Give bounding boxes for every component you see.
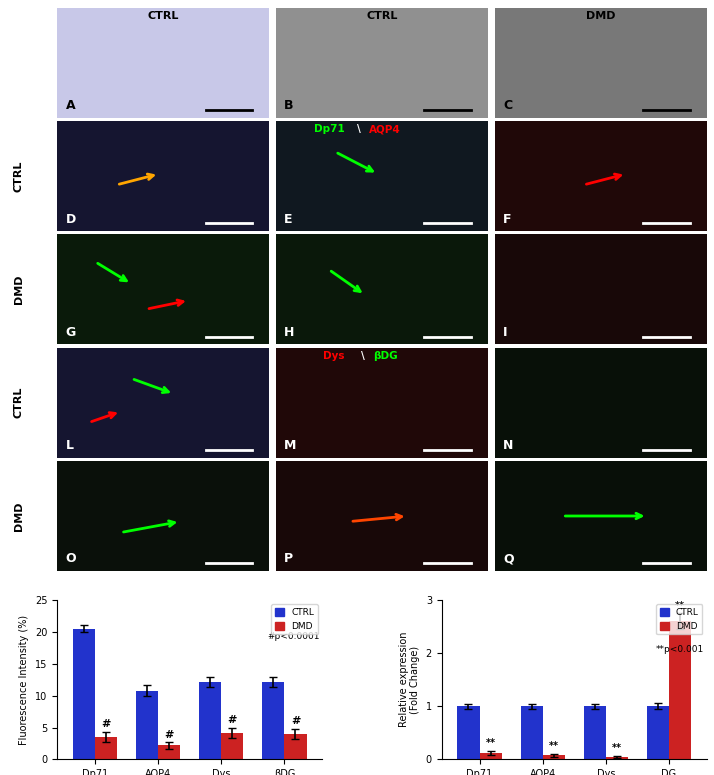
Bar <box>584 706 606 759</box>
Text: Q: Q <box>503 553 513 566</box>
Text: #p<0.0001: #p<0.0001 <box>267 632 320 641</box>
Text: #: # <box>228 715 237 725</box>
Text: Dys: Dys <box>323 351 344 361</box>
Text: \: \ <box>361 351 365 361</box>
Text: **: ** <box>486 739 496 749</box>
Text: DMD: DMD <box>14 501 24 531</box>
Text: **: ** <box>675 601 685 611</box>
Bar <box>95 737 117 760</box>
Bar <box>262 682 284 760</box>
Text: **p<0.001: **p<0.001 <box>656 645 704 653</box>
Text: I: I <box>503 326 508 339</box>
Text: AQP4: AQP4 <box>369 124 401 134</box>
Bar <box>647 706 669 759</box>
Bar <box>221 732 243 760</box>
Y-axis label: Fluorescence Intensity (%): Fluorescence Intensity (%) <box>19 615 29 745</box>
Text: D: D <box>66 212 76 226</box>
Text: CTRL: CTRL <box>14 387 24 419</box>
Text: #: # <box>164 730 174 739</box>
Text: H: H <box>284 326 295 339</box>
Legend: CTRL, DMD: CTRL, DMD <box>271 604 318 635</box>
Text: E: E <box>284 212 293 226</box>
Text: #: # <box>101 719 111 729</box>
Bar <box>480 753 502 760</box>
Text: DMD: DMD <box>586 11 615 21</box>
Text: **: ** <box>549 741 559 751</box>
Text: M: M <box>284 439 297 452</box>
Y-axis label: Relative expression
(Fold Change): Relative expression (Fold Change) <box>398 632 420 728</box>
Text: B: B <box>284 99 294 112</box>
Bar <box>458 706 480 759</box>
Bar <box>669 622 691 760</box>
Text: βDG: βDG <box>373 351 398 361</box>
Text: **: ** <box>612 743 622 753</box>
Bar <box>73 629 95 760</box>
Text: #: # <box>291 716 300 726</box>
Bar <box>543 756 565 760</box>
Text: DMD: DMD <box>14 274 24 304</box>
Text: Dp71\AQP4: Dp71\AQP4 <box>0 774 1 775</box>
Bar <box>136 691 158 760</box>
Bar <box>521 706 543 759</box>
Text: C: C <box>503 99 512 112</box>
Text: CTRL: CTRL <box>148 11 179 21</box>
Text: A: A <box>66 99 75 112</box>
Text: O: O <box>66 553 76 566</box>
Text: L: L <box>66 439 74 452</box>
Bar <box>199 682 221 760</box>
Text: \: \ <box>356 124 361 134</box>
Bar <box>158 746 180 760</box>
Legend: CTRL, DMD: CTRL, DMD <box>656 604 703 635</box>
Text: CTRL: CTRL <box>14 160 24 191</box>
Text: G: G <box>66 326 76 339</box>
Text: P: P <box>284 553 293 566</box>
Bar <box>284 734 306 760</box>
Text: Dp71: Dp71 <box>314 124 345 134</box>
Text: F: F <box>503 212 511 226</box>
Text: N: N <box>503 439 513 452</box>
Text: CTRL: CTRL <box>366 11 398 21</box>
Bar <box>606 757 628 760</box>
